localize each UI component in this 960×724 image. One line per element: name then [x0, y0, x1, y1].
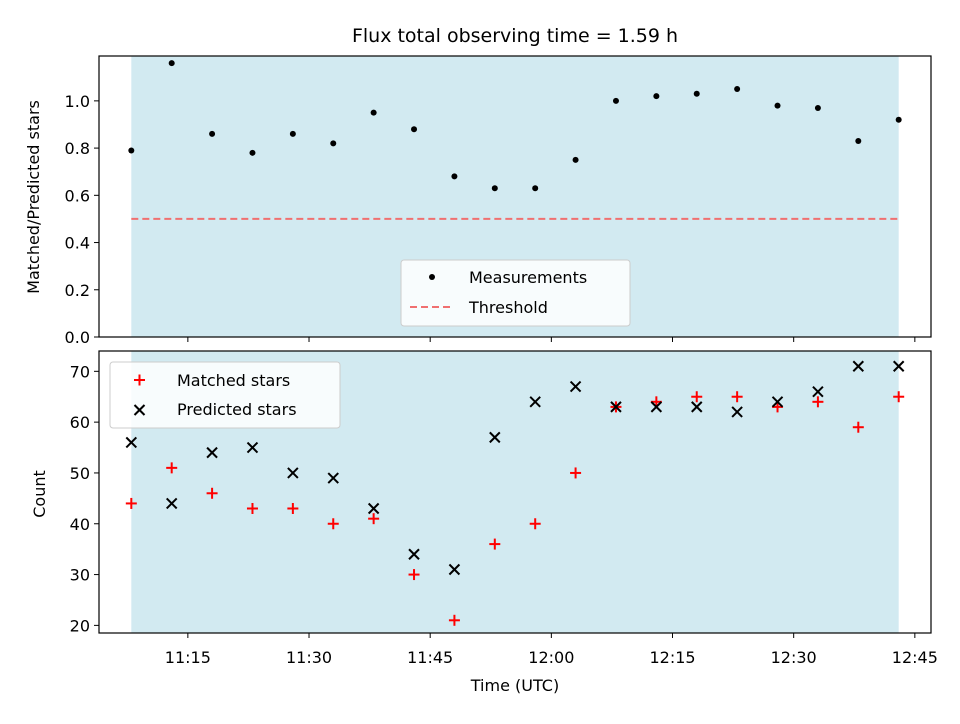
legend-matched-marker	[134, 374, 145, 386]
bottom-predicted-stars-point	[610, 401, 622, 413]
bottom-matched-stars-point	[287, 503, 299, 515]
bottom-predicted-stars-point	[125, 436, 138, 449]
top-y-tick-label: 0.2	[65, 281, 90, 300]
bottom-matched-stars-point	[812, 396, 824, 408]
x-tick-label: 11:30	[286, 648, 332, 667]
top-legend: Measurements Threshold	[400, 259, 631, 327]
bottom-predicted-stars-point	[489, 431, 501, 444]
top-measurements-point	[451, 173, 458, 180]
bottom-legend-box	[109, 361, 341, 429]
x-tick-label: 11:15	[165, 648, 211, 667]
top-measurements-point	[572, 156, 579, 163]
legend-predicted-marker	[133, 404, 146, 416]
bottom-predicted-stars-point	[691, 401, 703, 413]
bottom-matched-stars-point	[691, 391, 703, 403]
top-panel: 0.0 0.2 0.4 0.6 0.8 1.0 Flux total observing …	[24, 25, 932, 347]
bottom-legend: Matched stars Predicted stars	[109, 361, 341, 429]
bottom-matched-stars-point	[327, 518, 339, 530]
top-measurements-point	[532, 185, 539, 192]
bottom-y-tick-label: 60	[70, 413, 90, 432]
top-y-tick-label: 0.0	[65, 328, 90, 347]
bottom-matched-stars-point	[246, 503, 258, 515]
bottom-y-tick-label: 30	[70, 566, 90, 585]
bottom-predicted-stars-point	[771, 396, 784, 408]
top-measurements-point	[612, 97, 619, 104]
bottom-predicted-stars-point	[448, 563, 461, 576]
bottom-matched-stars-point	[529, 518, 541, 530]
bottom-predicted-stars-point	[327, 472, 339, 484]
top-measurements-point	[774, 102, 781, 109]
x-axis-label: Time (UTC)	[470, 676, 559, 695]
top-measurements-point	[370, 109, 377, 116]
bottom-predicted-stars-point	[206, 446, 218, 459]
bottom-predicted-stars-point	[892, 360, 905, 372]
top-measurements-point	[855, 138, 862, 145]
legend-measurements-marker	[429, 274, 435, 280]
bottom-matched-stars-point	[368, 513, 380, 525]
bottom-matched-stars-point	[489, 538, 501, 550]
top-measurements-point	[895, 116, 902, 123]
top-measurements-point	[128, 147, 135, 154]
top-measurements-point	[209, 130, 216, 137]
bottom-predicted-stars-point	[367, 502, 380, 515]
top-measurements-point	[289, 130, 296, 137]
bottom-predicted-stars-point	[287, 467, 299, 479]
bottom-predicted-stars-point	[408, 548, 420, 560]
x-tick-label: 12:00	[528, 648, 574, 667]
legend-threshold-label: Threshold	[468, 298, 548, 317]
legend-predicted-label: Predicted stars	[177, 400, 297, 419]
x-tick-label: 12:15	[649, 648, 695, 667]
x-tick-label: 11:45	[407, 648, 453, 667]
bottom-matched-stars-point	[570, 467, 582, 479]
top-measurements-point	[491, 185, 498, 192]
bottom-axes-frame	[98, 350, 932, 634]
bottom-predicted-stars-point	[165, 497, 178, 510]
top-measurements-point	[653, 93, 660, 100]
bottom-matched-stars-point	[125, 497, 137, 509]
top-y-tick-label: 0.6	[65, 186, 90, 205]
top-measurements-point	[814, 104, 821, 111]
bottom-y-tick-label: 40	[70, 515, 90, 534]
bottom-matched-stars-point	[408, 569, 420, 581]
top-y-tick-label: 0.8	[65, 139, 90, 158]
top-measurements-point	[693, 90, 700, 97]
bottom-panel: 20 30 40 50 60 70 11:15 11:30 11:45 12:00 12:15 12:…	[30, 350, 938, 695]
top-y-tick-label: 0.4	[65, 234, 90, 253]
top-measurements-point	[330, 140, 337, 147]
bottom-matched-stars-point	[893, 391, 905, 403]
bottom-matched-stars-point	[206, 487, 218, 499]
bottom-matched-stars-point	[650, 396, 662, 408]
top-y-tick-label: 1.0	[65, 92, 90, 111]
bottom-y-tick-label: 50	[70, 464, 90, 483]
legend-matched-label: Matched stars	[177, 371, 290, 390]
chart-title: Flux total observing time = 1.59 h	[352, 25, 678, 47]
bottom-predicted-stars-point	[569, 380, 582, 393]
x-tick-label: 12:45	[892, 648, 938, 667]
bottom-matched-stars-point	[448, 614, 460, 626]
bottom-predicted-stars-point	[650, 401, 663, 413]
x-tick-label: 12:30	[771, 648, 817, 667]
top-measurements-point	[168, 60, 175, 67]
top-measurements-point	[734, 86, 741, 93]
bottom-matched-stars-point	[731, 391, 743, 403]
top-measurements-point	[249, 149, 256, 156]
bottom-predicted-stars-point	[812, 385, 824, 398]
bottom-predicted-stars-point	[246, 441, 259, 454]
top-axes-frame	[98, 55, 932, 338]
bottom-y-tick-label: 20	[70, 616, 90, 635]
top-y-axis-label: Matched/Predicted stars	[24, 100, 43, 294]
top-measurements-point	[411, 126, 418, 133]
bottom-matched-stars-point	[166, 462, 178, 474]
bottom-matched-stars-point	[852, 421, 864, 433]
legend-measurements-label: Measurements	[469, 268, 587, 287]
bottom-predicted-stars-point	[852, 360, 865, 372]
bottom-y-axis-label: Count	[30, 470, 49, 518]
bottom-y-tick-label: 70	[70, 362, 90, 381]
bottom-predicted-stars-point	[731, 406, 743, 418]
bottom-predicted-stars-point	[529, 396, 541, 408]
top-legend-box	[400, 259, 631, 327]
bottom-matched-stars-point	[772, 401, 784, 413]
